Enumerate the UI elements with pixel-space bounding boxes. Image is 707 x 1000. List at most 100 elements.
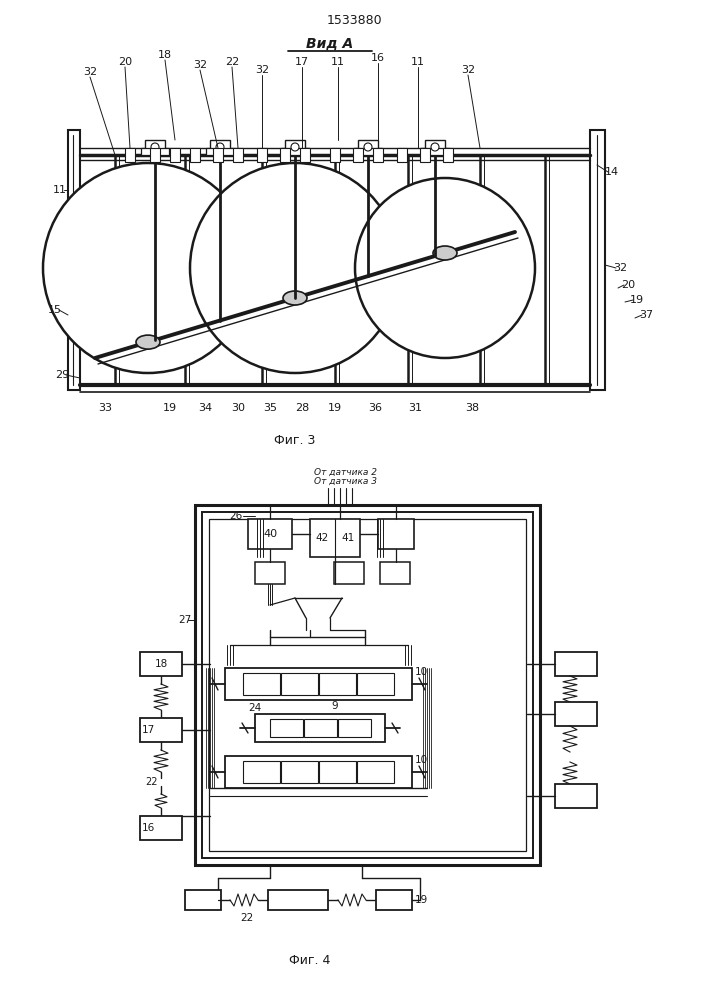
Text: 11: 11 <box>53 185 67 195</box>
Bar <box>202 512 533 858</box>
Text: 37: 37 <box>639 310 653 320</box>
Text: 24: 24 <box>248 703 262 713</box>
Text: 9: 9 <box>332 701 339 711</box>
Ellipse shape <box>283 291 307 305</box>
Bar <box>185 890 221 910</box>
Text: 10: 10 <box>415 667 428 677</box>
Bar <box>125 148 135 162</box>
Bar <box>145 140 165 155</box>
Bar <box>280 148 290 162</box>
Bar <box>243 761 280 783</box>
Bar <box>285 140 305 155</box>
Polygon shape <box>68 130 80 390</box>
Bar <box>378 519 414 549</box>
Text: Фиг. 3: Фиг. 3 <box>274 434 316 446</box>
Text: 19: 19 <box>415 895 428 905</box>
Bar <box>210 140 230 155</box>
Polygon shape <box>134 335 144 354</box>
Text: 32: 32 <box>193 60 207 70</box>
Text: 29: 29 <box>55 370 69 380</box>
Bar <box>140 718 182 742</box>
Bar <box>257 148 267 162</box>
Polygon shape <box>357 269 367 287</box>
Text: 18: 18 <box>154 659 168 669</box>
Text: 28: 28 <box>295 403 309 413</box>
Bar <box>358 140 378 155</box>
Bar <box>421 148 449 155</box>
Polygon shape <box>470 235 480 253</box>
Bar <box>397 148 407 162</box>
Polygon shape <box>206 314 216 333</box>
Bar <box>248 519 292 549</box>
Text: 10: 10 <box>415 755 428 765</box>
Bar <box>319 761 356 783</box>
Bar <box>281 673 318 695</box>
Text: 32: 32 <box>83 67 97 77</box>
Circle shape <box>291 143 299 151</box>
Text: 40: 40 <box>263 529 277 539</box>
Circle shape <box>190 163 400 373</box>
Text: 11: 11 <box>411 57 425 67</box>
Text: 1533880: 1533880 <box>326 13 382 26</box>
Text: Фиг. 4: Фиг. 4 <box>289 954 331 966</box>
Text: 33: 33 <box>98 403 112 413</box>
Bar <box>270 719 303 737</box>
Bar <box>225 668 412 700</box>
Bar <box>140 652 182 676</box>
Bar <box>376 890 412 910</box>
Bar <box>140 816 182 840</box>
Text: 20: 20 <box>118 57 132 67</box>
Text: От датчика 2: От датчика 2 <box>313 468 377 477</box>
Text: 19: 19 <box>328 403 342 413</box>
Bar <box>353 148 363 162</box>
Bar <box>319 673 356 695</box>
Ellipse shape <box>136 335 160 349</box>
Bar <box>373 148 383 162</box>
Bar <box>170 148 180 162</box>
Bar <box>206 148 234 155</box>
Bar <box>443 148 453 162</box>
Polygon shape <box>168 325 178 344</box>
Bar <box>268 890 328 910</box>
Text: 41: 41 <box>341 533 355 543</box>
Bar <box>195 505 540 865</box>
Bar <box>281 148 309 155</box>
Text: 18: 18 <box>158 50 172 60</box>
Text: 17: 17 <box>295 57 309 67</box>
Bar <box>357 673 394 695</box>
Bar <box>338 719 371 737</box>
Polygon shape <box>395 257 405 276</box>
Text: 26: 26 <box>230 511 243 521</box>
Bar <box>209 519 526 851</box>
Bar <box>281 761 318 783</box>
Text: 32: 32 <box>255 65 269 75</box>
Text: 16: 16 <box>141 823 155 833</box>
Polygon shape <box>323 279 334 297</box>
Circle shape <box>364 143 372 151</box>
Circle shape <box>43 163 253 373</box>
Polygon shape <box>281 291 291 310</box>
Text: 19: 19 <box>163 403 177 413</box>
Text: 16: 16 <box>371 53 385 63</box>
Circle shape <box>431 143 439 151</box>
Text: 35: 35 <box>263 403 277 413</box>
Text: 22: 22 <box>145 777 157 787</box>
Text: 17: 17 <box>141 725 155 735</box>
Bar <box>255 714 385 742</box>
Bar <box>310 519 360 557</box>
Circle shape <box>151 143 159 151</box>
Bar <box>334 562 364 584</box>
Polygon shape <box>244 303 254 321</box>
Bar <box>243 673 280 695</box>
Text: 15: 15 <box>48 305 62 315</box>
Bar <box>380 562 410 584</box>
Bar <box>190 148 200 162</box>
Bar <box>141 148 169 155</box>
Bar <box>555 702 597 726</box>
Ellipse shape <box>433 246 457 260</box>
Text: 34: 34 <box>198 403 212 413</box>
Polygon shape <box>590 130 605 390</box>
Text: 11: 11 <box>331 57 345 67</box>
Text: 22: 22 <box>240 913 254 923</box>
Text: 31: 31 <box>408 403 422 413</box>
